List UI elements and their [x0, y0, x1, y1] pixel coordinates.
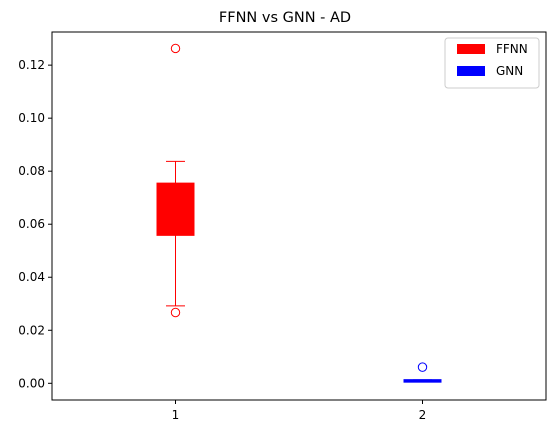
x-tick-label: 2 — [419, 408, 427, 422]
box-iqr — [156, 182, 195, 236]
legend-label: FFNN — [496, 42, 528, 56]
legend: FFNN GNN — [444, 37, 540, 89]
legend-label: GNN — [496, 64, 523, 78]
y-tick-label: 0.06 — [18, 217, 45, 231]
axes: 0.00 0.02 0.04 0.06 0.08 0.10 0.12 1 2 — [18, 31, 547, 422]
legend-swatch — [457, 66, 485, 76]
box-ffnn — [156, 43, 195, 318]
y-tick-label: 0.00 — [18, 376, 45, 390]
y-tick-label: 0.10 — [18, 111, 45, 125]
legend-entry-ffnn: FFNN — [457, 42, 528, 56]
legend-entry-gnn: GNN — [457, 64, 523, 78]
y-tick-label: 0.02 — [18, 323, 45, 337]
plot-area — [156, 43, 442, 383]
y-tick-label: 0.08 — [18, 164, 45, 178]
legend-swatch — [457, 44, 485, 54]
x-tick-label: 1 — [172, 408, 180, 422]
chart-title: FFNN vs GNN - AD — [219, 10, 351, 26]
outlier-point — [170, 307, 181, 318]
box-gnn — [403, 362, 442, 383]
outlier-point — [170, 43, 181, 54]
y-tick-label: 0.04 — [18, 270, 45, 284]
axes-frame — [51, 31, 547, 401]
y-tick-label: 0.12 — [18, 58, 45, 72]
outlier-point — [417, 362, 428, 372]
